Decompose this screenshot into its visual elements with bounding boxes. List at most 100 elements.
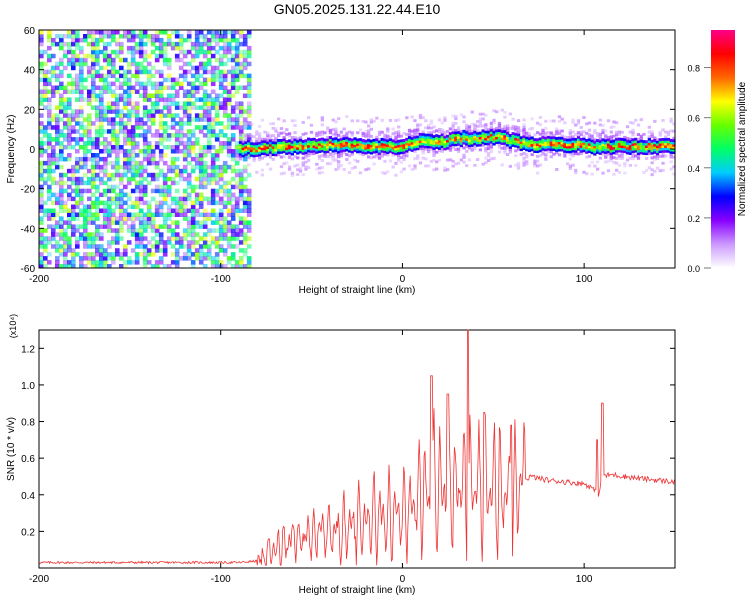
signal-cell: [345, 138, 349, 142]
noise-cell: [242, 200, 248, 206]
signal-cell: [263, 149, 267, 153]
signal-cell: [587, 133, 592, 137]
noise-cell: [59, 184, 64, 190]
signal-cell: [467, 139, 472, 143]
signal-cell: [350, 133, 354, 137]
signal-cell: [653, 146, 657, 149]
noise-cell: [158, 97, 164, 102]
signal-cell: [661, 149, 665, 153]
noise-cell: [123, 153, 128, 158]
signal-cell: [282, 136, 286, 139]
signal-cell: [549, 143, 553, 147]
signal-cell: [568, 145, 572, 149]
noise-cell: [138, 196, 144, 202]
noise-cell: [150, 236, 156, 241]
signal-cell: [347, 154, 352, 158]
noise-cell: [210, 30, 216, 35]
noise-cell: [130, 168, 136, 174]
signal-cell: [615, 152, 619, 155]
noise-cell: [55, 212, 60, 217]
noise-cell: [230, 208, 236, 213]
noise-cell: [91, 260, 96, 265]
noise-cell: [123, 121, 128, 126]
noise-cell: [158, 236, 164, 241]
noise-cell: [138, 252, 144, 257]
noise-cell: [226, 192, 232, 198]
noise-cell: [146, 129, 152, 134]
signal-cell: [481, 143, 485, 147]
noise-cell: [79, 93, 84, 98]
signal-cell: [486, 140, 491, 143]
noise-cell: [150, 176, 156, 182]
colorbar-tick-label: 0.2: [687, 214, 700, 224]
signal-cell: [307, 154, 311, 158]
signal-cell: [549, 141, 553, 144]
signal-cell: [530, 138, 534, 142]
noise-cell: [206, 37, 212, 43]
signal-cell: [563, 149, 567, 153]
noise-cell: [238, 101, 244, 106]
signal-cell: [429, 119, 433, 123]
signal-cell: [301, 121, 305, 124]
noise-cell: [71, 137, 76, 142]
noise-cell: [95, 45, 100, 51]
signal-cell: [462, 141, 466, 145]
noise-cell: [194, 97, 200, 102]
signal-cell: [486, 130, 491, 134]
noise-cell: [123, 93, 128, 98]
noise-cell: [150, 216, 156, 221]
signal-cell: [394, 150, 398, 153]
noise-cell: [63, 240, 68, 245]
signal-cell: [516, 143, 521, 146]
noise-cell: [67, 141, 72, 146]
noise-cell: [91, 216, 96, 221]
signal-cell: [655, 152, 660, 156]
signal-cell: [566, 143, 570, 147]
noise-cell: [55, 73, 60, 79]
signal-cell: [672, 141, 676, 145]
snr-series-line: [38, 329, 675, 566]
signal-cell: [495, 127, 499, 130]
signal-cell: [260, 149, 264, 153]
noise-cell: [222, 109, 228, 114]
noise-cell: [119, 192, 124, 198]
noise-cell: [186, 220, 192, 225]
noise-cell: [238, 41, 244, 47]
signal-cell: [369, 139, 373, 143]
noise-cell: [162, 188, 168, 194]
signal-cell: [304, 165, 308, 169]
signal-cell: [416, 135, 420, 139]
noise-cell: [47, 125, 52, 130]
noise-cell: [158, 212, 164, 217]
signal-cell: [484, 161, 488, 165]
noise-cell: [111, 220, 116, 225]
noise-cell: [150, 81, 156, 87]
signal-cell: [568, 143, 572, 147]
noise-cell: [178, 125, 184, 130]
noise-cell: [242, 65, 248, 71]
noise-cell: [51, 149, 56, 154]
signal-cell: [653, 136, 657, 140]
signal-cell: [514, 137, 518, 141]
signal-cell: [304, 141, 308, 145]
noise-cell: [142, 121, 148, 126]
signal-cell: [358, 142, 363, 146]
signal-cell: [544, 138, 548, 142]
noise-cell: [95, 53, 100, 59]
signal-cell: [500, 142, 504, 145]
signal-cell: [249, 139, 254, 143]
signal-cell: [476, 136, 480, 140]
noise-cell: [222, 141, 228, 146]
noise-cell: [67, 196, 72, 202]
signal-cell: [470, 110, 474, 114]
signal-cell: [639, 149, 643, 152]
noise-cell: [158, 89, 164, 94]
noise-cell: [107, 184, 112, 190]
noise-cell: [174, 156, 180, 162]
noise-cell: [214, 41, 220, 47]
signal-cell: [465, 123, 469, 127]
noise-cell: [83, 172, 88, 178]
signal-cell: [258, 134, 262, 138]
noise-cell: [103, 113, 108, 118]
noise-cell: [246, 192, 252, 198]
